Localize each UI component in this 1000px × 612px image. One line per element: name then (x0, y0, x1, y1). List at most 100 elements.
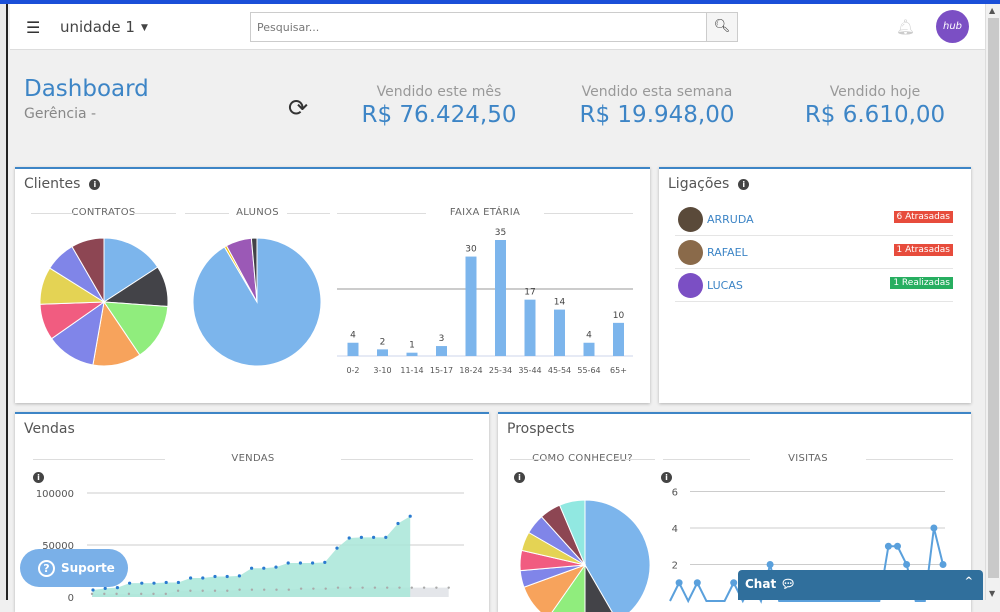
sales-point (164, 580, 168, 585)
alunos-pie-slice (250, 237, 258, 303)
info-icon[interactable]: i (89, 178, 101, 190)
info-icon[interactable]: i (661, 472, 672, 483)
section-visitas: VISITAS (663, 453, 953, 464)
previous-point (373, 586, 377, 589)
scroll-up-icon[interactable]: ▲ (989, 6, 996, 15)
sales-point (384, 535, 388, 540)
sales-point (262, 566, 266, 570)
alunos-pie-slice (192, 237, 322, 367)
previous-point (435, 586, 438, 589)
avatar (678, 240, 703, 265)
kpi-label: Vendido esta semana (581, 84, 733, 100)
sales-point (103, 586, 107, 590)
info-icon[interactable]: i (33, 472, 44, 483)
kpi-value: R$ 6.610,00 (804, 102, 946, 128)
page-title: Dashboard (24, 76, 149, 102)
bar-value-label: 4 (586, 331, 592, 341)
section-faixa: FAIXA ETÁRIA (337, 207, 633, 218)
bar-value-label: 35 (495, 228, 506, 238)
card-title: Prospects (507, 421, 575, 437)
age-bar (436, 346, 447, 356)
sales-point (286, 561, 290, 565)
previous-point (176, 589, 180, 592)
sales-point (213, 574, 217, 579)
sales-area (92, 516, 411, 597)
previous-point (201, 589, 204, 592)
previous-point (250, 588, 254, 591)
user-avatar[interactable]: hub (936, 10, 969, 43)
kpi-value: R$ 76.424,50 (361, 102, 517, 128)
previous-point (361, 586, 364, 589)
previous-point (103, 592, 106, 596)
sales-point (115, 586, 119, 590)
contratos-pie-slice (103, 237, 159, 303)
x-tick-label: 11-14 (400, 366, 423, 375)
previous-point (152, 592, 155, 596)
y-tick-label: 100000 (36, 489, 74, 500)
previous-point (398, 586, 401, 589)
chevron-up-icon[interactable]: ^ (964, 576, 973, 587)
support-button[interactable]: ? Suporte (20, 549, 128, 587)
bar-value-label: 3 (439, 334, 445, 344)
status-badge: 1 Realizadas (890, 277, 953, 289)
top-navbar: ☰ unidade 1 ▼ Pesquisar... 🔍︎ 🔔︎ hub (10, 4, 985, 50)
section-alunos: ALUNOS (185, 207, 330, 218)
sales-point (335, 546, 339, 550)
sales-point (189, 576, 193, 580)
sales-point (274, 565, 278, 569)
previous-point (226, 589, 229, 592)
search-button[interactable]: 🔍︎ (706, 12, 738, 42)
scrollbar[interactable]: ▲ ▼ (985, 4, 1000, 600)
previous-point (324, 587, 327, 590)
info-icon[interactable]: i (738, 178, 750, 190)
sales-point (128, 581, 132, 585)
bar-value-label: 17 (524, 288, 535, 298)
x-tick-label: 0-2 (346, 366, 359, 375)
sales-point (140, 581, 144, 585)
ligacao-item[interactable]: LUCAS 1 Realizadas (675, 269, 953, 302)
bar-value-label: 2 (380, 337, 386, 347)
menu-icon[interactable]: ☰ (26, 18, 41, 37)
contact-name[interactable]: ARRUDA (707, 213, 754, 226)
scroll-thumb[interactable] (988, 18, 999, 578)
previous-point (90, 592, 94, 596)
sales-point (250, 566, 254, 570)
previous-point (299, 587, 303, 590)
kpi-label: Vendido este mês (376, 84, 502, 100)
search-input[interactable]: Pesquisar... (250, 12, 707, 42)
visitas-point (903, 561, 911, 568)
x-tick-label: 65+ (610, 366, 627, 375)
kpi-month: Vendido este mês R$ 76.424,50 (339, 84, 539, 128)
status-badge: 1 Atrasadas (893, 244, 953, 256)
unit-label: unidade 1 (60, 18, 135, 36)
visitas-point (884, 542, 892, 550)
sales-point (372, 535, 376, 540)
info-icon[interactable]: i (514, 472, 525, 483)
sales-point (225, 574, 229, 579)
refresh-icon[interactable]: ⟳ (288, 94, 309, 122)
ligacao-item[interactable]: RAFAEL 1 Atrasadas (675, 236, 953, 269)
unit-selector[interactable]: unidade 1 ▼ (60, 18, 148, 36)
visitas-point (930, 524, 938, 532)
contact-name[interactable]: RAFAEL (707, 246, 748, 259)
chat-widget[interactable]: Chat 💬︎ ^ (738, 570, 983, 600)
bar-value-label: 14 (554, 298, 566, 308)
ligacao-item[interactable]: ARRUDA 6 Atrasadas (675, 203, 953, 236)
age-bar (465, 256, 477, 356)
page-subtitle: Gerência - (24, 106, 97, 122)
contact-name[interactable]: LUCAS (707, 279, 743, 292)
contratos-pie-slice (103, 301, 169, 356)
y-tick-label: 4 (672, 524, 678, 535)
bell-icon[interactable]: 🔔︎ (896, 18, 916, 36)
visitas-point (730, 579, 738, 587)
previous-point (164, 592, 167, 596)
section-como-conheceu: COMO CONHECEU? (510, 453, 655, 464)
scroll-down-icon[interactable]: ▼ (989, 589, 996, 598)
age-bar (495, 240, 506, 356)
visitas-point (675, 579, 683, 587)
sales-point (347, 536, 351, 540)
previous-point (410, 586, 413, 589)
left-edge (0, 4, 8, 600)
y-tick-label: 6 (672, 488, 678, 499)
